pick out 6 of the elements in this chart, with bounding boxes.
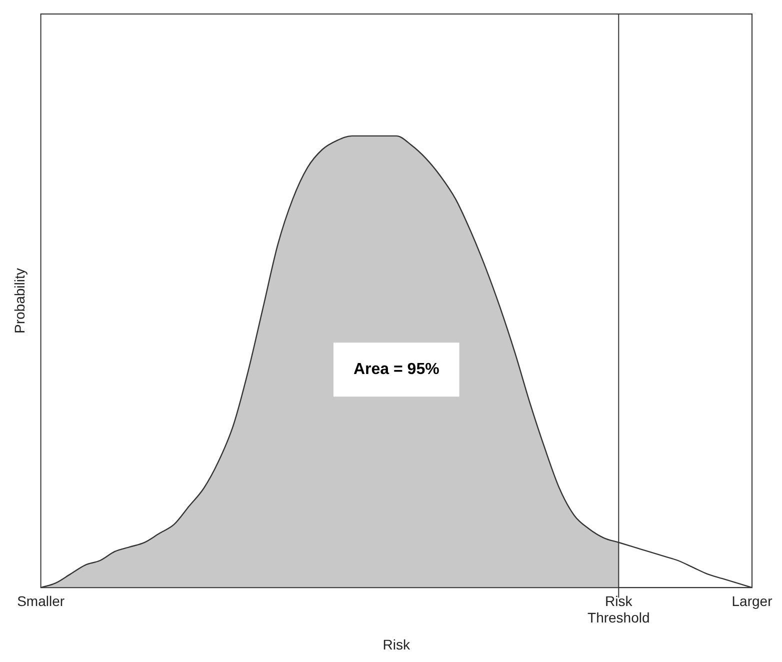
x-tick-label: Smaller <box>17 592 65 609</box>
x-axis-title: Risk <box>382 636 412 652</box>
x-tick-label: Risk Threshold <box>588 592 650 626</box>
x-tick-label: Larger <box>732 592 773 609</box>
y-axis-title: Probability <box>11 268 28 334</box>
annotation: Area = 95% <box>353 361 440 378</box>
